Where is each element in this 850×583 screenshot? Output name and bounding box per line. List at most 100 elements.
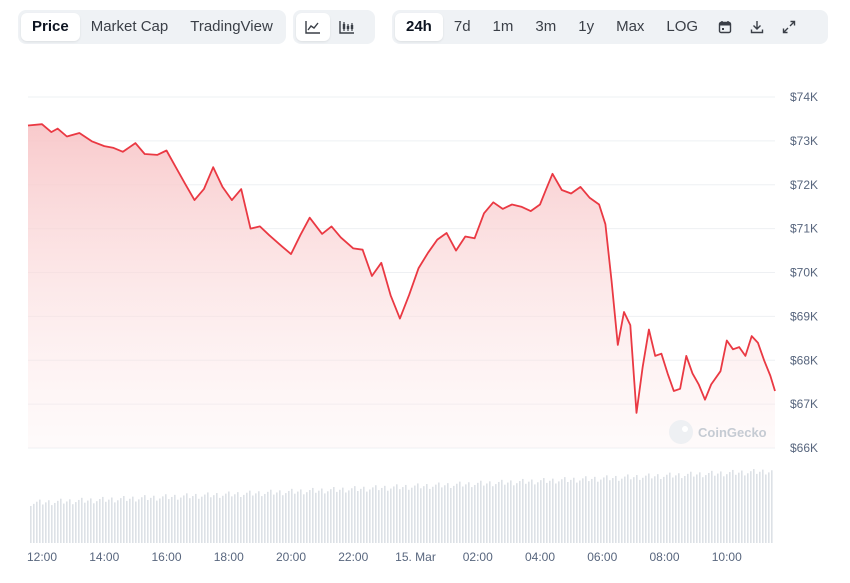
volume-bar [771,470,773,543]
volume-bar [153,495,155,543]
volume-bar [75,502,77,543]
volume-bar [156,500,158,543]
x-tick-label: 20:00 [276,550,306,564]
volume-bar [372,487,374,543]
volume-bar [450,488,452,543]
date-range-button[interactable] [709,13,741,41]
volume-bar [495,484,497,543]
volume-bar [561,479,563,543]
tab-tradingview[interactable]: TradingView [190,18,273,35]
volume-bar [237,492,239,543]
volume-bars [30,469,773,543]
volume-bar [147,499,149,543]
y-tick-label: $73K [790,134,818,148]
x-tick-label: 14:00 [89,550,119,564]
volume-bar [717,473,719,543]
volume-bar [279,490,281,543]
range-1m[interactable]: 1m [492,18,514,35]
range-24h[interactable]: 24h [395,13,443,41]
volume-bar [42,504,44,543]
volume-bar [369,489,371,543]
volume-bar [732,469,734,543]
volume-bar [519,481,521,543]
volume-bar [330,489,332,543]
volume-bar [366,491,368,543]
volume-bar [657,474,659,543]
volume-bar [354,486,356,543]
volume-bar [648,473,650,543]
line-chart-button[interactable] [296,13,330,41]
tab-market-cap[interactable]: Market Cap [90,18,169,35]
candlestick-chart-button[interactable] [330,13,364,41]
volume-bar [444,485,446,543]
range-7d[interactable]: 7d [453,18,471,35]
volume-bar [507,482,509,543]
volume-bar [117,500,119,543]
volume-bar [753,469,755,543]
volume-bar [420,488,422,543]
y-tick-label: $69K [790,309,818,323]
volume-bar [342,487,344,543]
volume-bar [765,474,767,543]
volume-bar [624,476,626,543]
range-1y[interactable]: 1y [578,18,595,35]
volume-bar [36,501,38,543]
y-tick-label: $68K [790,353,818,367]
volume-bar [669,472,671,543]
volume-bar [474,484,476,543]
calendar-icon [718,21,732,34]
fullscreen-button[interactable] [773,13,805,41]
volume-bar [390,488,392,543]
volume-bar [423,486,425,543]
volume-bar [120,498,122,543]
volume-bar [72,504,74,543]
volume-bar [429,488,431,543]
volume-bar [447,483,449,543]
volume-bar [546,482,548,543]
volume-bar [675,475,677,543]
price-line [27,123,776,414]
volume-bar [381,487,383,543]
volume-bar [438,482,440,543]
volume-bar [216,493,218,543]
tab-price[interactable]: Price [21,13,80,41]
watermark-text: CoinGecko [698,425,767,440]
volume-bar [234,494,236,543]
volume-bar [744,475,746,543]
volume-bar [459,481,461,543]
volume-bar [231,496,233,543]
volume-bar [714,475,716,543]
volume-bar [588,481,590,543]
volume-bar [564,477,566,543]
candlestick-chart-icon [339,21,354,34]
y-tick-label: $70K [790,266,818,280]
volume-bar [150,497,152,543]
y-axis-labels: $66K $67K $68K $69K $70K $71K $72K $73K $74K [790,90,818,455]
volume-bar [573,477,575,543]
download-button[interactable] [741,13,773,41]
volume-bar [621,478,623,543]
x-tick-label: 02:00 [463,550,493,564]
volume-bar [396,484,398,543]
range-max[interactable]: Max [616,18,645,35]
volume-bar [264,493,266,543]
x-tick-label: 18:00 [214,550,244,564]
volume-bar [78,499,80,543]
volume-bar [63,503,65,543]
volume-bar [66,501,68,543]
volume-bar [246,492,248,543]
volume-bar [162,496,164,543]
volume-bar [735,474,737,543]
line-chart-icon [305,21,320,34]
volume-bar [426,484,428,543]
volume-bar [690,471,692,543]
coingecko-watermark: CoinGecko [669,420,767,444]
volume-bar [471,487,473,543]
volume-bar [333,487,335,543]
range-3m[interactable]: 3m [535,18,557,35]
volume-bar [144,495,146,543]
volume-bar [180,497,182,543]
volume-bar [435,484,437,543]
log-scale-toggle[interactable]: LOG [666,18,699,35]
